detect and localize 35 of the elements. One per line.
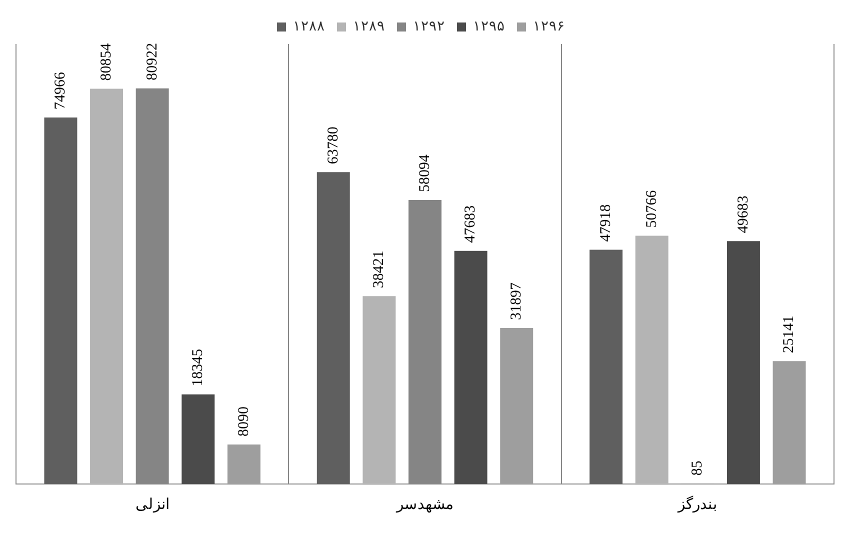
data-label: 18345 xyxy=(190,348,206,386)
bar xyxy=(635,236,668,484)
bar xyxy=(454,250,488,484)
bar xyxy=(182,394,215,484)
bar xyxy=(316,172,350,484)
data-label: 38421 xyxy=(371,250,388,288)
bar xyxy=(590,250,623,484)
x-tick-label: انزلی xyxy=(135,496,170,513)
data-label: 63780 xyxy=(325,126,342,164)
legend-label: ۱۲۸۹ xyxy=(353,20,385,35)
bar xyxy=(44,118,78,484)
bar xyxy=(227,444,260,484)
data-label: 85 xyxy=(690,460,706,476)
data-label: 31897 xyxy=(508,282,525,320)
data-label: 8090 xyxy=(236,406,252,436)
data-label: 80854 xyxy=(98,42,114,81)
data-label: 74966 xyxy=(52,72,69,110)
legend-label: ۱۲۹۲ xyxy=(413,20,445,35)
bar xyxy=(362,296,396,484)
bar xyxy=(772,361,806,484)
bar xyxy=(726,241,760,484)
data-label: 50766 xyxy=(644,190,660,228)
data-label: 47683 xyxy=(462,205,479,243)
data-label: 47918 xyxy=(598,204,614,242)
data-label: 58094 xyxy=(416,154,433,192)
data-label: 80922 xyxy=(144,42,160,80)
data-label: 25141 xyxy=(781,316,798,354)
legend-label: ۱۲۹۵ xyxy=(473,20,505,35)
x-tick-label: مشهدسر xyxy=(396,496,454,513)
legend-label: ۱۲۹۶ xyxy=(533,20,565,35)
bar xyxy=(90,88,124,484)
bar xyxy=(500,328,534,484)
data-label: 49683 xyxy=(735,196,752,234)
x-tick-label: بندرگز xyxy=(677,494,718,513)
legend-label: ۱۲۸۸ xyxy=(293,20,325,35)
